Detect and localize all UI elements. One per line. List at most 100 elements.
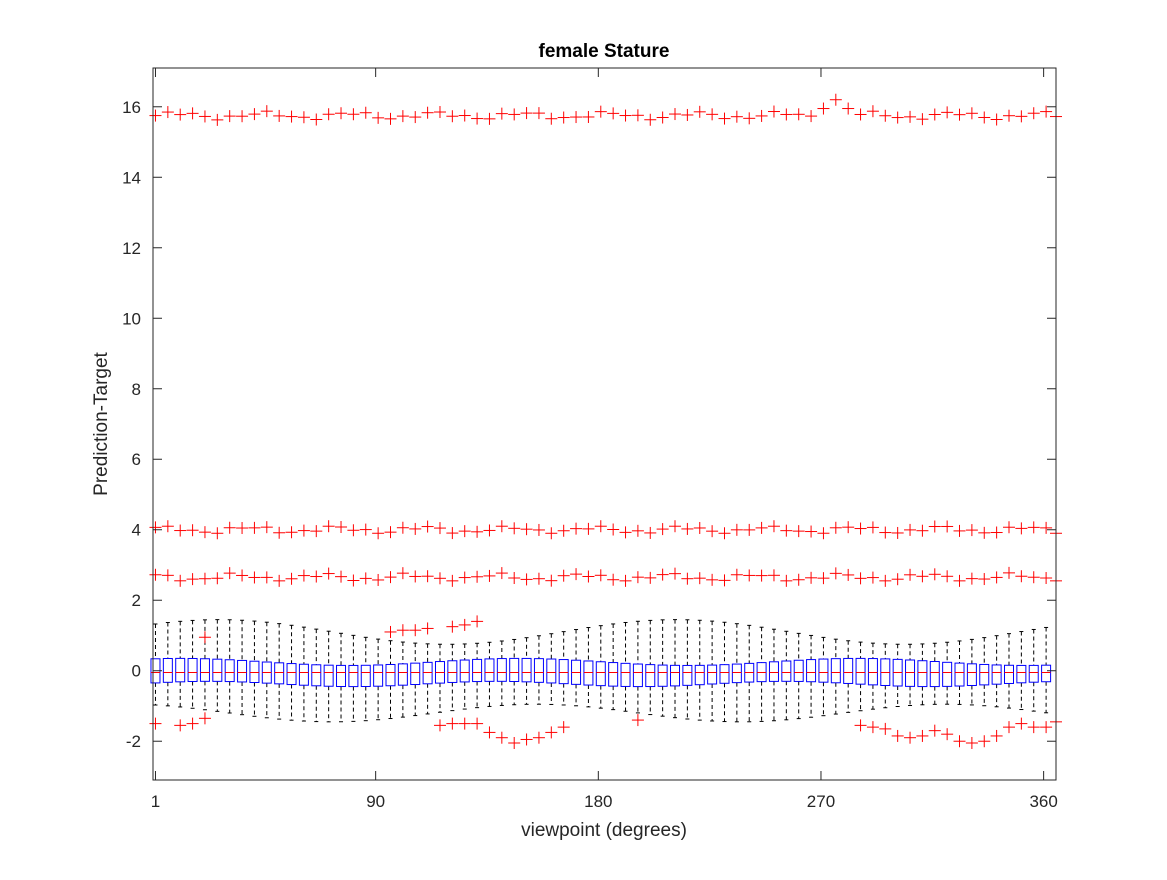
outlier-band-0-point <box>211 113 224 126</box>
outlier-band-2-point <box>347 574 360 587</box>
box-361 <box>1041 626 1052 714</box>
outlier-band-0-point <box>607 107 620 120</box>
outlier-band-0-point <box>743 112 756 125</box>
outlier-band-0-point <box>842 102 855 115</box>
box-iqr <box>348 664 359 688</box>
outlier-band-1-point <box>941 520 954 533</box>
outlier-lower-point <box>854 719 867 732</box>
box-iqr <box>298 663 309 686</box>
box-iqr <box>484 658 495 682</box>
outlier-band-2-point <box>310 570 323 583</box>
outlier-band-1-point <box>743 523 756 536</box>
outlier-band-2-point <box>904 568 917 581</box>
outlier-band-2-point <box>149 568 162 581</box>
outlier-band-1-point <box>297 524 310 537</box>
outlier-band-1-point <box>483 524 496 537</box>
outlier-band-0-point <box>372 111 385 124</box>
box-iqr <box>1016 664 1027 684</box>
outlier-band-2-point <box>174 574 187 587</box>
outlier-band-2-point <box>965 572 978 585</box>
outlier-band-1-point <box>433 522 446 535</box>
outlier-lower-point <box>186 717 199 730</box>
outlier-band-0-point <box>829 93 842 106</box>
outlier-band-1-point <box>817 527 830 540</box>
outlier-lower-point <box>891 729 904 742</box>
outlier-band-0-point <box>446 110 459 123</box>
outlier-lower-point <box>495 731 508 744</box>
outlier-band-0-point <box>619 109 632 122</box>
outlier-band-1-point <box>508 522 521 535</box>
outlier-upper-point <box>458 618 471 631</box>
outlier-band-2-point <box>285 572 298 585</box>
outlier-band-0-point <box>149 109 162 122</box>
outlier-band-1-point <box>730 523 743 536</box>
outlier-band-2-point <box>829 567 842 580</box>
outlier-upper-point <box>471 615 484 628</box>
box-336 <box>979 637 990 707</box>
box-326 <box>954 640 965 705</box>
box-341 <box>991 635 1002 708</box>
box-346 <box>1003 633 1014 709</box>
outlier-lower-point <box>953 735 966 748</box>
outlier-upper-point <box>446 620 459 633</box>
outlier-band-0-point <box>520 107 533 120</box>
outlier-band-2-point <box>433 572 446 585</box>
outlier-band-2-point <box>891 573 904 586</box>
outlier-band-0-point <box>693 105 706 118</box>
box-iqr <box>929 661 940 688</box>
outlier-band-2-point <box>730 568 743 581</box>
box-301 <box>892 643 903 708</box>
outlier-band-0-point <box>891 111 904 124</box>
box-iqr <box>707 664 718 685</box>
box-iqr <box>768 661 779 682</box>
outlier-band-0-point <box>941 106 954 119</box>
outlier-band-0-point <box>198 110 211 123</box>
outlier-band-0-point <box>248 108 261 121</box>
box-226 <box>707 620 718 722</box>
outlier-band-2-point <box>928 568 941 581</box>
outlier-band-2-point <box>866 571 879 584</box>
box-iqr <box>521 657 532 683</box>
box-276 <box>830 638 841 715</box>
outlier-band-2-point <box>953 574 966 587</box>
box-236 <box>731 623 742 723</box>
outlier-band-2-point <box>879 574 892 587</box>
outlier-band-1-point <box>236 522 249 535</box>
box-221 <box>694 619 705 721</box>
box-iqr <box>212 658 223 682</box>
outlier-band-2-point <box>978 573 991 586</box>
box-iqr <box>595 661 606 687</box>
outlier-band-2-point <box>817 572 830 585</box>
outlier-band-1-point <box>594 520 607 533</box>
outlier-band-1-point <box>1027 521 1040 534</box>
box-iqr <box>793 659 804 682</box>
outlier-band-1-point <box>1040 521 1053 534</box>
data-marks <box>149 93 1062 749</box>
box-iqr <box>583 660 594 686</box>
box-iqr <box>187 657 198 682</box>
box-iqr <box>323 664 334 687</box>
box-iqr <box>472 658 483 683</box>
outlier-band-0-point <box>409 111 422 124</box>
box-iqr <box>1041 664 1052 683</box>
x-axis-label: viewpoint (degrees) <box>521 820 687 841</box>
outlier-band-2-point <box>805 571 818 584</box>
outlier-band-0-point <box>669 108 682 121</box>
box-106 <box>410 642 421 717</box>
outlier-band-2-point <box>384 571 397 584</box>
outlier-band-0-point <box>471 112 484 125</box>
outlier-band-2-point <box>458 571 471 584</box>
box-96 <box>385 640 396 720</box>
outlier-band-0-point <box>718 112 731 125</box>
box-331 <box>966 638 977 706</box>
outlier-band-2-point <box>161 569 174 582</box>
outlier-band-0-point <box>978 111 991 124</box>
outlier-band-2-point <box>495 567 508 580</box>
outlier-band-2-point <box>706 573 719 586</box>
box-iqr <box>781 660 792 682</box>
outlier-band-1-point <box>248 521 261 534</box>
outlier-band-1-point <box>570 522 583 535</box>
box-81 <box>348 634 359 722</box>
box-iqr <box>670 664 681 687</box>
outlier-band-0-point <box>359 106 372 119</box>
